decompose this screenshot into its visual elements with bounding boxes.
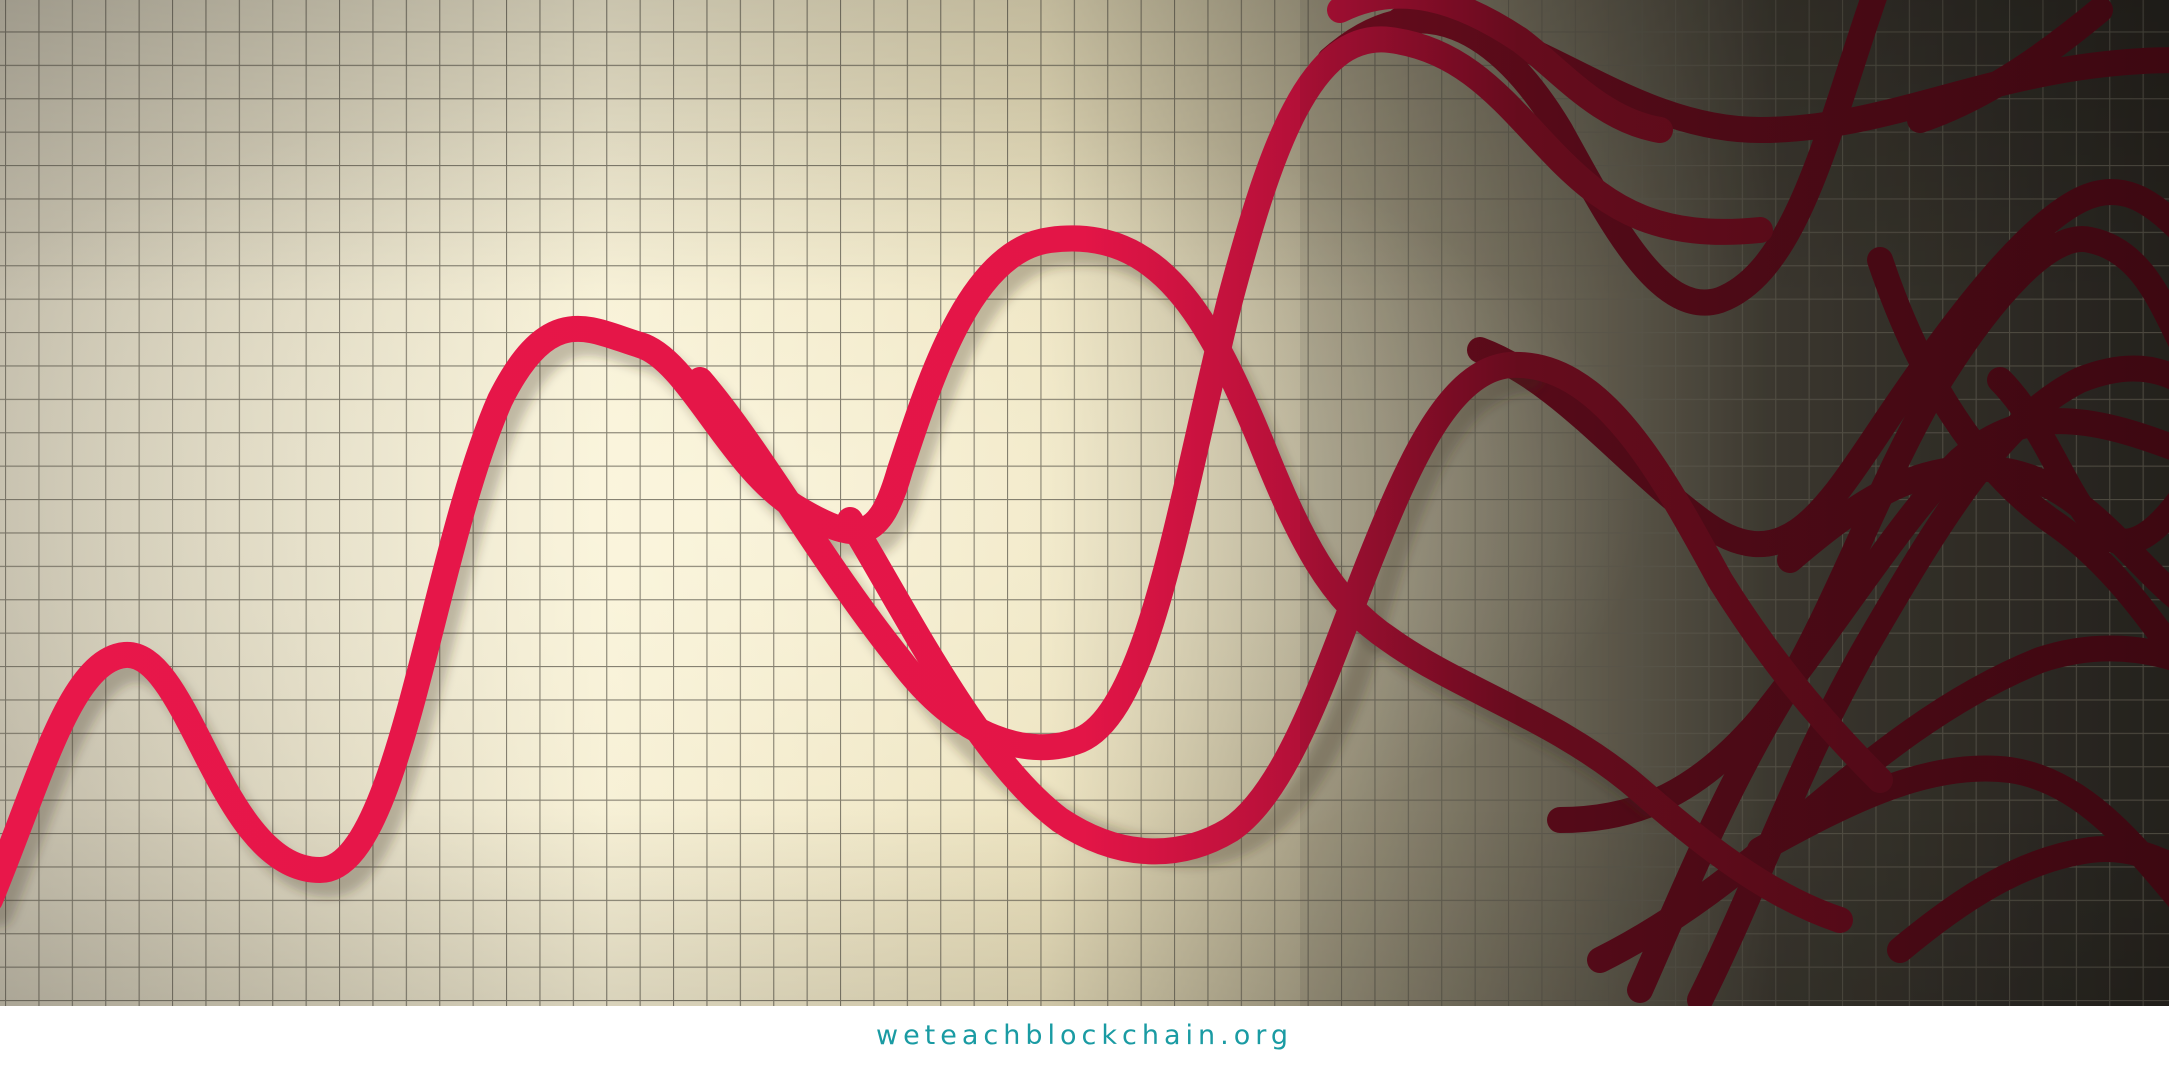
site-url-text[interactable]: weteachblockchain.org	[875, 1019, 1294, 1051]
bright-curve-lines	[0, 0, 1893, 933]
footer-bar: weteachblockchain.org	[0, 1006, 2169, 1068]
tangled-lines-illustration	[0, 0, 2169, 1006]
lower-curve	[837, 351, 1893, 865]
upper-crossing-curve	[1327, 0, 1673, 143]
graph-paper-artwork	[0, 0, 2169, 1006]
dark-tangle-lines	[1317, 0, 2169, 1006]
rising-curve	[687, 26, 1773, 761]
